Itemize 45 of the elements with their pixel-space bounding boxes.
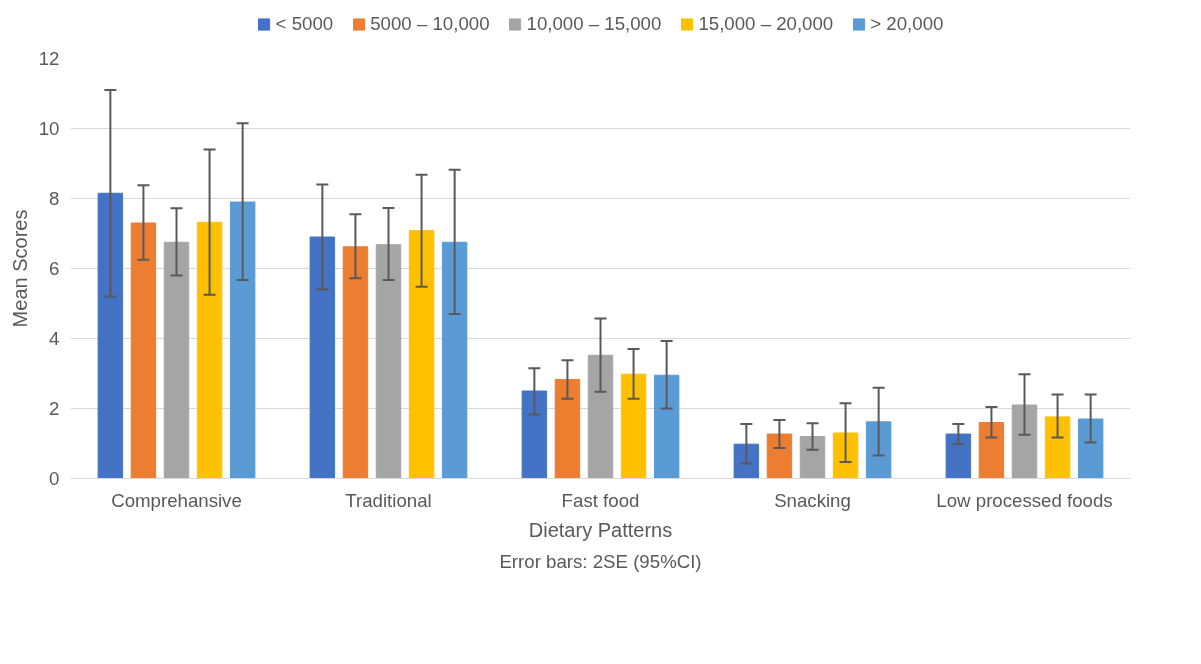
y-tick-label: 10 (38, 118, 60, 139)
bar (766, 433, 793, 479)
x-tick-label: Comprehansive (111, 489, 242, 511)
x-axis-title: Dietary Patterns (528, 518, 673, 541)
bar (408, 230, 435, 479)
y-tick-label: 2 (49, 398, 60, 419)
bar (799, 436, 826, 479)
legend-label: 10,000 – 15,000 (526, 13, 662, 35)
bar (832, 432, 859, 479)
legend-label: < 5000 (275, 13, 334, 35)
x-tick-label: Fast food (561, 489, 640, 511)
legend-label: 15,000 – 20,000 (698, 13, 834, 35)
bar (554, 378, 581, 479)
x-tick-label: Snacking (774, 489, 851, 511)
legend-label: > 20,000 (870, 13, 944, 35)
bar (309, 236, 336, 479)
y-tick-label: 4 (49, 328, 60, 349)
text: Error bars: 2SE (95%CI) (499, 550, 702, 572)
bar (945, 433, 972, 479)
bar (978, 422, 1005, 479)
y-tick-label: 0 (49, 468, 60, 489)
bar (196, 221, 223, 479)
bar (521, 390, 548, 479)
bar (865, 421, 892, 479)
x-tick-label: Low processed foods (936, 489, 1113, 511)
bar (375, 244, 402, 479)
y-axis-title: Mean Scores (8, 209, 31, 328)
bar (587, 354, 614, 479)
bar (441, 241, 468, 479)
y-tick-label: 12 (38, 48, 60, 69)
legend-label: 5000 – 10,000 (370, 13, 490, 35)
bar (229, 201, 256, 479)
bar (342, 246, 369, 479)
bar (733, 443, 760, 479)
bar (653, 374, 680, 479)
bar (1077, 418, 1104, 479)
x-tick-label: Traditional (345, 489, 432, 511)
bar (97, 192, 124, 479)
bar (620, 373, 647, 479)
y-tick-label: 6 (49, 258, 60, 279)
bar (1011, 404, 1038, 479)
y-tick-label: 8 (49, 188, 60, 209)
bar (130, 222, 157, 479)
bar (163, 241, 190, 479)
bar (1044, 416, 1071, 479)
